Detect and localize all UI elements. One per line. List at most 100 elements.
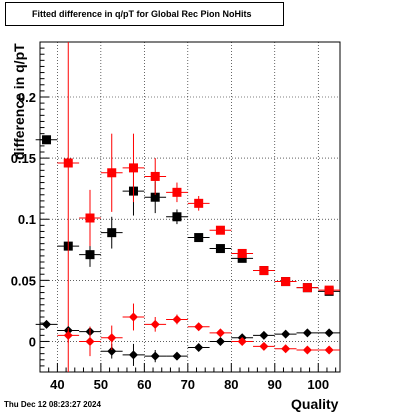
data-point [274, 329, 297, 339]
square-marker [150, 171, 160, 181]
data-point [122, 303, 145, 331]
square-marker [281, 277, 291, 287]
data-point [296, 328, 319, 338]
data-point [209, 336, 232, 346]
diamond-marker [215, 336, 225, 346]
diamond-marker [237, 336, 247, 346]
diamond-marker [324, 328, 334, 338]
data-point [318, 345, 340, 355]
y-axis-label: difference in q/pT [11, 43, 27, 160]
y-tick-label: 0.2 [18, 90, 36, 105]
square-marker [107, 168, 117, 178]
diamond-marker [42, 319, 52, 329]
x-tick-label: 80 [224, 377, 238, 392]
data-point [296, 283, 319, 293]
square-marker [172, 212, 182, 222]
diamond-marker [63, 330, 73, 340]
data-point [144, 350, 167, 363]
square-marker [215, 244, 225, 254]
data-point [79, 326, 101, 357]
data-point [253, 330, 275, 340]
diamond-marker [194, 322, 204, 332]
data-point [79, 242, 101, 267]
diamond-marker [215, 328, 225, 338]
square-marker [237, 248, 247, 258]
data-point [253, 266, 275, 276]
y-tick-label: 0.1 [18, 212, 36, 227]
square-marker [107, 228, 117, 238]
data-point [35, 135, 58, 145]
data-point [144, 158, 167, 195]
data-point [318, 285, 340, 295]
data-point [187, 343, 210, 353]
data-point [144, 317, 167, 332]
diamond-marker [324, 345, 334, 355]
diamond-marker [107, 333, 117, 343]
diamond-marker [302, 328, 312, 338]
square-marker [324, 285, 334, 295]
data-point [274, 277, 297, 287]
diamond-marker [172, 351, 182, 361]
square-marker [302, 283, 312, 293]
diamond-marker [150, 319, 160, 329]
data-point [57, 328, 80, 343]
series-4 [57, 303, 340, 357]
data-point [100, 343, 123, 359]
data-point [318, 328, 340, 338]
data-point [166, 182, 188, 203]
square-marker [237, 253, 247, 263]
data-point [209, 225, 232, 235]
square-marker [63, 158, 73, 168]
data-point [122, 133, 145, 203]
data-point [166, 351, 188, 361]
data-point [57, 42, 80, 372]
y-tick-label: 0.05 [11, 273, 36, 288]
grid-lines [40, 42, 340, 372]
data-point [253, 341, 275, 351]
square-marker [172, 187, 182, 197]
square-marker [128, 163, 138, 173]
x-tick-label: 50 [94, 377, 108, 392]
data-point [231, 248, 254, 258]
diamond-marker [128, 312, 138, 322]
data-point [100, 216, 123, 249]
data-point [166, 314, 188, 325]
square-marker [194, 233, 204, 243]
square-marker [215, 225, 225, 235]
data-point [187, 196, 210, 211]
diamond-marker [107, 346, 117, 356]
data-point [296, 345, 319, 355]
data-point [100, 133, 123, 212]
data-point [35, 319, 58, 329]
data-point [122, 343, 145, 366]
diamond-marker [302, 345, 312, 355]
diamond-marker [259, 330, 269, 340]
x-tick-label: 90 [268, 377, 282, 392]
data-point [187, 233, 210, 243]
diamond-marker [194, 343, 204, 353]
diamond-marker [172, 314, 182, 324]
x-axis-label: Quality [291, 396, 339, 412]
x-tick-label: 70 [181, 377, 195, 392]
diamond-marker [259, 341, 269, 351]
square-marker [85, 213, 95, 223]
data-point [209, 328, 232, 338]
plot-frame [39, 41, 341, 373]
data-point [231, 336, 254, 346]
square-marker [42, 135, 52, 145]
diamond-marker [281, 329, 291, 339]
x-tick-label: 60 [137, 377, 151, 392]
data-point [187, 322, 210, 332]
data-markers [35, 42, 340, 372]
timestamp: Thu Dec 12 08:23:27 2024 [4, 400, 101, 409]
data-point [166, 209, 188, 225]
y-tick-label: 0 [29, 334, 36, 349]
diamond-marker [281, 344, 291, 354]
x-tick-label: 100 [307, 377, 329, 392]
diamond-marker [150, 351, 160, 361]
axes: 40 50 60 70 80 90 100 0 0.05 0.1 0.15 0.2 [11, 41, 341, 392]
data-point [274, 344, 297, 354]
y-tick-label: 0.15 [11, 151, 36, 166]
series-2 [57, 42, 340, 372]
